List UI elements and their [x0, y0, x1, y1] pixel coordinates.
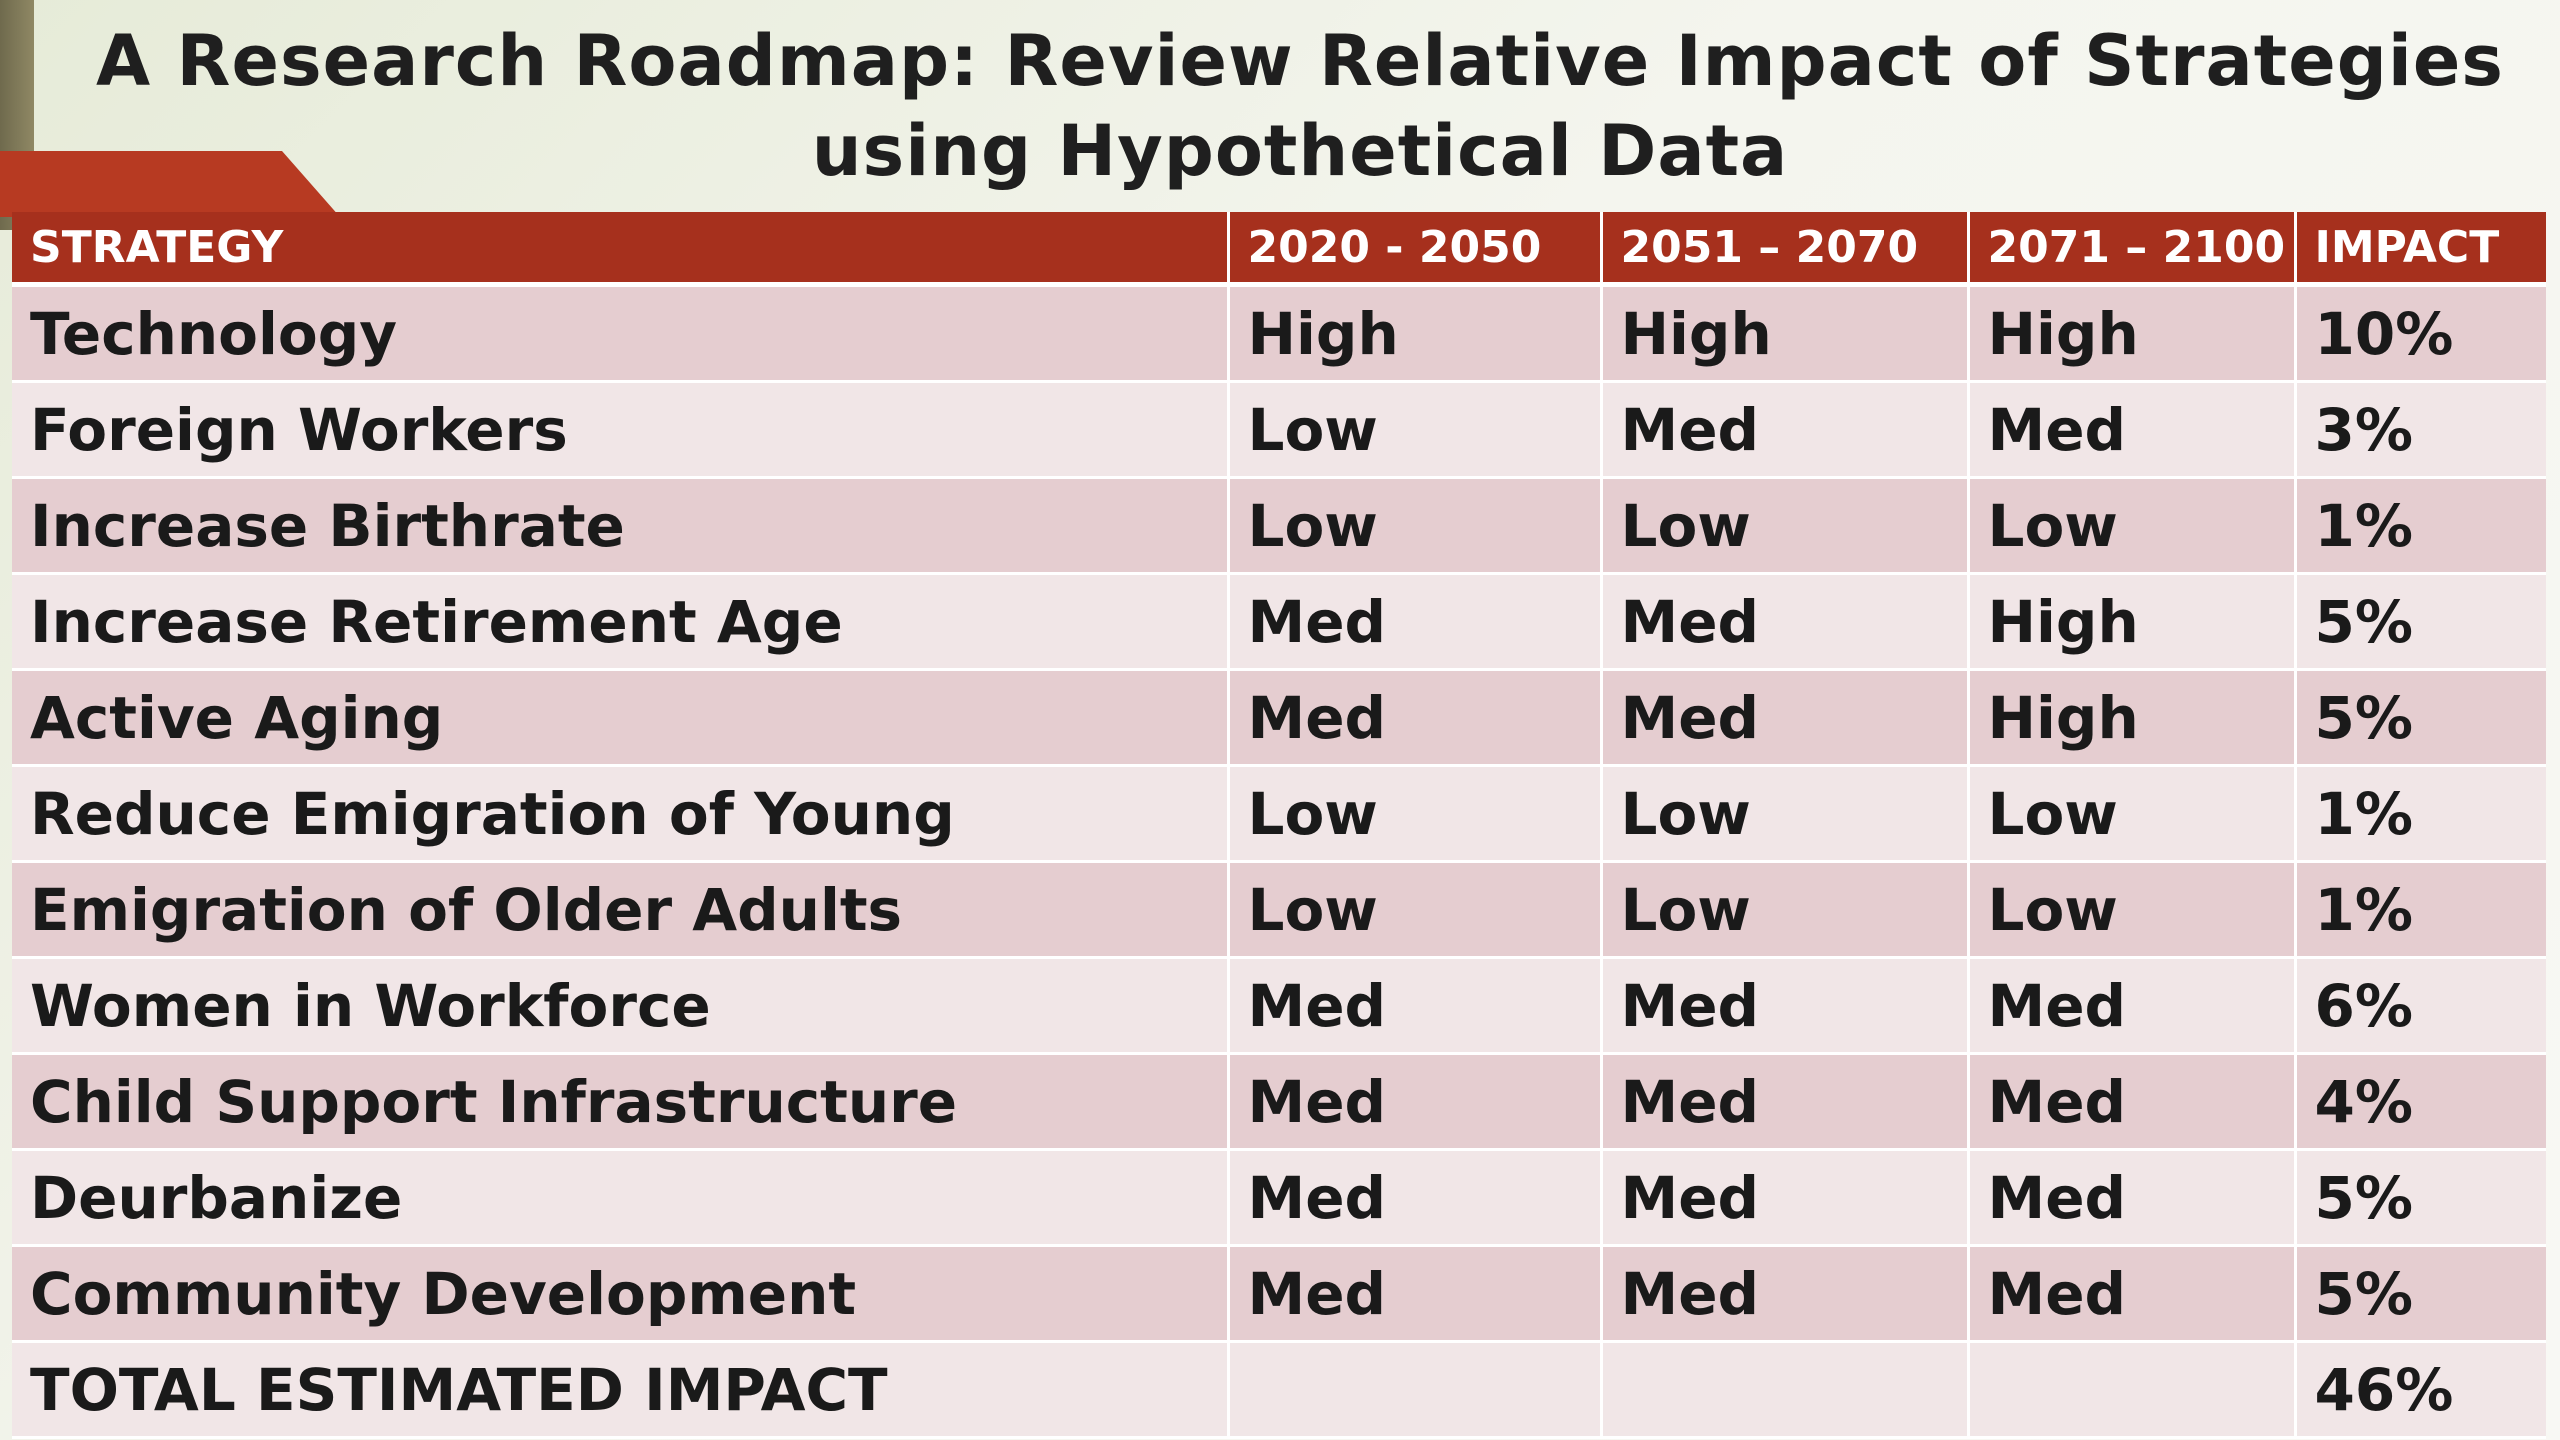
total-empty-cell: [1601, 1341, 1970, 1439]
level-2071-2100: Med: [1968, 1149, 2297, 1247]
table-row: Emigration of Older Adults Low Low Low 1…: [12, 861, 2546, 959]
table-row: Reduce Emigration of Young Low Low Low 1…: [12, 765, 2546, 863]
slide-title-line-1: A Research Roadmap: Review Relative Impa…: [96, 20, 2504, 102]
level-2020-2050: Med: [1228, 1053, 1603, 1151]
strategy-name: Community Development: [12, 1245, 1230, 1343]
level-2071-2100: High: [1968, 573, 2297, 671]
level-2020-2050: Low: [1228, 477, 1603, 575]
level-2051-2070: Med: [1601, 1053, 1970, 1151]
strategy-name: Emigration of Older Adults: [12, 861, 1230, 959]
level-2051-2070: Med: [1601, 1245, 1970, 1343]
table-row: Technology High High High 10%: [12, 284, 2546, 383]
level-2071-2100: Med: [1968, 957, 2297, 1055]
level-2020-2050: High: [1228, 284, 1603, 383]
strategy-name: Child Support Infrastructure: [12, 1053, 1230, 1151]
total-value: 46%: [2295, 1341, 2546, 1439]
header-impact: IMPACT: [2295, 212, 2546, 287]
level-2071-2100: High: [1968, 284, 2297, 383]
level-2020-2050: Low: [1228, 861, 1603, 959]
level-2020-2050: Med: [1228, 957, 1603, 1055]
strategy-impact-table: STRATEGY 2020 - 2050 2051 – 2070 2071 – …: [12, 212, 2546, 1439]
total-empty-cell: [1228, 1341, 1603, 1439]
strategy-name: Technology: [12, 284, 1230, 383]
level-2071-2100: Med: [1968, 381, 2297, 479]
impact-value: 1%: [2295, 477, 2546, 575]
level-2051-2070: Med: [1601, 381, 1970, 479]
impact-value: 5%: [2295, 573, 2546, 671]
level-2020-2050: Low: [1228, 381, 1603, 479]
slide-title-line-2: using Hypothetical Data: [811, 110, 1789, 192]
total-row: TOTAL ESTIMATED IMPACT 46%: [12, 1341, 2546, 1439]
impact-value: 1%: [2295, 765, 2546, 863]
level-2071-2100: Med: [1968, 1053, 2297, 1151]
impact-value: 5%: [2295, 1149, 2546, 1247]
table-row: Women in Workforce Med Med Med 6%: [12, 957, 2546, 1055]
level-2051-2070: Med: [1601, 573, 1970, 671]
slide-title: A Research Roadmap: Review Relative Impa…: [40, 16, 2560, 196]
level-2020-2050: Low: [1228, 765, 1603, 863]
strategy-name: Increase Birthrate: [12, 477, 1230, 575]
level-2071-2100: Med: [1968, 1245, 2297, 1343]
table-row: Active Aging Med Med High 5%: [12, 669, 2546, 767]
level-2051-2070: Low: [1601, 477, 1970, 575]
impact-value: 1%: [2295, 861, 2546, 959]
strategy-name: Foreign Workers: [12, 381, 1230, 479]
impact-value: 5%: [2295, 669, 2546, 767]
table-row: Foreign Workers Low Med Med 3%: [12, 381, 2546, 479]
level-2020-2050: Med: [1228, 1245, 1603, 1343]
level-2020-2050: Med: [1228, 1149, 1603, 1247]
level-2051-2070: Med: [1601, 1149, 1970, 1247]
strategy-name: Women in Workforce: [12, 957, 1230, 1055]
slide-red-tab-decoration: [0, 151, 340, 217]
table-row: Community Development Med Med Med 5%: [12, 1245, 2546, 1343]
header-strategy: STRATEGY: [12, 212, 1230, 287]
total-empty-cell: [1968, 1341, 2297, 1439]
total-label: TOTAL ESTIMATED IMPACT: [12, 1341, 1230, 1439]
level-2020-2050: Med: [1228, 573, 1603, 671]
table-row: Deurbanize Med Med Med 5%: [12, 1149, 2546, 1247]
level-2071-2100: Low: [1968, 861, 2297, 959]
level-2051-2070: Low: [1601, 765, 1970, 863]
table-row: Child Support Infrastructure Med Med Med…: [12, 1053, 2546, 1151]
level-2051-2070: High: [1601, 284, 1970, 383]
strategy-name: Increase Retirement Age: [12, 573, 1230, 671]
impact-value: 10%: [2295, 284, 2546, 383]
level-2020-2050: Med: [1228, 669, 1603, 767]
table-header-row: STRATEGY 2020 - 2050 2051 – 2070 2071 – …: [12, 212, 2546, 287]
header-period-2051-2070: 2051 – 2070: [1601, 212, 1970, 287]
level-2071-2100: Low: [1968, 765, 2297, 863]
level-2051-2070: Med: [1601, 957, 1970, 1055]
header-period-2071-2100: 2071 – 2100: [1968, 212, 2297, 287]
impact-value: 4%: [2295, 1053, 2546, 1151]
level-2051-2070: Low: [1601, 861, 1970, 959]
strategy-table-container: STRATEGY 2020 - 2050 2051 – 2070 2071 – …: [12, 212, 2546, 1440]
table-row: Increase Birthrate Low Low Low 1%: [12, 477, 2546, 575]
level-2071-2100: High: [1968, 669, 2297, 767]
strategy-name: Active Aging: [12, 669, 1230, 767]
header-period-2020-2050: 2020 - 2050: [1228, 212, 1603, 287]
table-row: Increase Retirement Age Med Med High 5%: [12, 573, 2546, 671]
impact-value: 3%: [2295, 381, 2546, 479]
level-2071-2100: Low: [1968, 477, 2297, 575]
strategy-name: Reduce Emigration of Young: [12, 765, 1230, 863]
level-2051-2070: Med: [1601, 669, 1970, 767]
impact-value: 6%: [2295, 957, 2546, 1055]
strategy-name: Deurbanize: [12, 1149, 1230, 1247]
impact-value: 5%: [2295, 1245, 2546, 1343]
